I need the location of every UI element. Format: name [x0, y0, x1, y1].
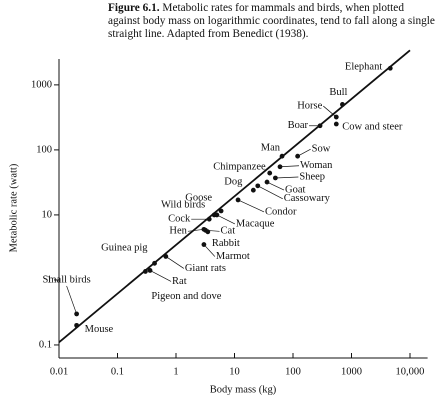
- point-label: Rat: [172, 276, 187, 287]
- leader-line: [297, 148, 311, 157]
- point-label: Macaque: [236, 218, 275, 229]
- point: [143, 269, 148, 274]
- point-label: Bull: [329, 87, 347, 98]
- point: [317, 123, 323, 129]
- x-tick-label: 0.01: [50, 366, 68, 377]
- y-tick-label: 1000: [31, 79, 52, 90]
- leader-line: [216, 214, 236, 225]
- x-tick-label: 100: [285, 366, 301, 377]
- point-label: Sow: [312, 144, 331, 155]
- point: [333, 114, 339, 120]
- x-tick-label: 10,000: [396, 366, 425, 377]
- point: [147, 268, 153, 273]
- leader-line: [149, 270, 172, 282]
- fit-line: [58, 49, 411, 343]
- point-label: Wild birds: [161, 199, 205, 210]
- point: [264, 179, 270, 185]
- point-label: Goat: [285, 184, 305, 195]
- point-label: Small birds: [43, 274, 91, 285]
- point-label: Hen: [169, 226, 187, 237]
- point: [279, 153, 285, 159]
- y-tick-label: 0.1: [39, 339, 52, 350]
- point: [250, 187, 256, 193]
- point-label: Mouse: [85, 324, 114, 335]
- caption-text: Metabolic rates for mammals and birds, w…: [108, 2, 435, 40]
- point-label: Marmot: [216, 251, 250, 262]
- point-label: Dog: [224, 177, 243, 188]
- point-label: Giant rats: [185, 263, 226, 274]
- leader-line: [203, 244, 216, 257]
- point-label: Cat: [221, 226, 236, 237]
- x-tick-label: 1000: [341, 366, 362, 377]
- point-label: Horse: [297, 100, 322, 111]
- point-label: Woman: [300, 160, 333, 171]
- y-tick-label: 10: [42, 209, 53, 220]
- point: [235, 197, 241, 203]
- point-label: Sheep: [299, 171, 325, 182]
- point-label: Pigeon and dove: [151, 291, 221, 302]
- point: [206, 216, 212, 222]
- point: [277, 164, 283, 170]
- point: [74, 322, 80, 328]
- x-axis-label: Body mass (kg): [210, 384, 277, 395]
- point: [255, 183, 261, 189]
- leader-line: [257, 185, 283, 200]
- point-label: Elephant: [345, 62, 382, 73]
- point: [218, 208, 224, 214]
- point-label: Goose: [185, 192, 212, 203]
- point-label: Man: [261, 143, 281, 154]
- caption-label: Figure 6.1.: [108, 2, 160, 14]
- y-tick-label: 1: [47, 274, 52, 285]
- y-tick-label: 100: [36, 144, 52, 155]
- point: [205, 229, 211, 235]
- point-label: Condor: [265, 206, 297, 217]
- x-tick-label: 0.1: [111, 366, 124, 377]
- point-label: Chimpanzee: [213, 161, 266, 172]
- leader-line: [66, 285, 77, 315]
- leader-line: [165, 256, 185, 269]
- point: [295, 153, 301, 159]
- point: [163, 254, 169, 259]
- point-label: Cow and steer: [342, 121, 403, 132]
- x-tick-label: 10: [229, 366, 240, 377]
- point: [152, 260, 157, 266]
- y-axis-label: Metabolic rate (watt): [8, 163, 19, 252]
- point: [267, 170, 273, 176]
- leader-line: [279, 165, 300, 168]
- leader-line: [237, 199, 265, 213]
- caption: Figure 6.1. Metabolic rates for mammals …: [108, 2, 438, 41]
- leader-line: [275, 176, 299, 179]
- point-label: Rabbit: [212, 238, 240, 249]
- point: [340, 102, 345, 107]
- leader-line: [323, 105, 337, 118]
- leader-line: [266, 181, 285, 191]
- point: [74, 311, 80, 317]
- point: [201, 242, 207, 247]
- point: [387, 65, 393, 71]
- point: [333, 121, 339, 127]
- leader-line: [187, 228, 204, 232]
- point: [214, 212, 220, 218]
- point-label: Cassowary: [284, 193, 331, 204]
- point: [272, 175, 278, 181]
- x-tick-label: 1: [173, 366, 178, 377]
- point-label: Cock: [168, 214, 191, 225]
- point-label: Boar: [288, 120, 309, 131]
- point-label: Guinea pig: [101, 243, 148, 254]
